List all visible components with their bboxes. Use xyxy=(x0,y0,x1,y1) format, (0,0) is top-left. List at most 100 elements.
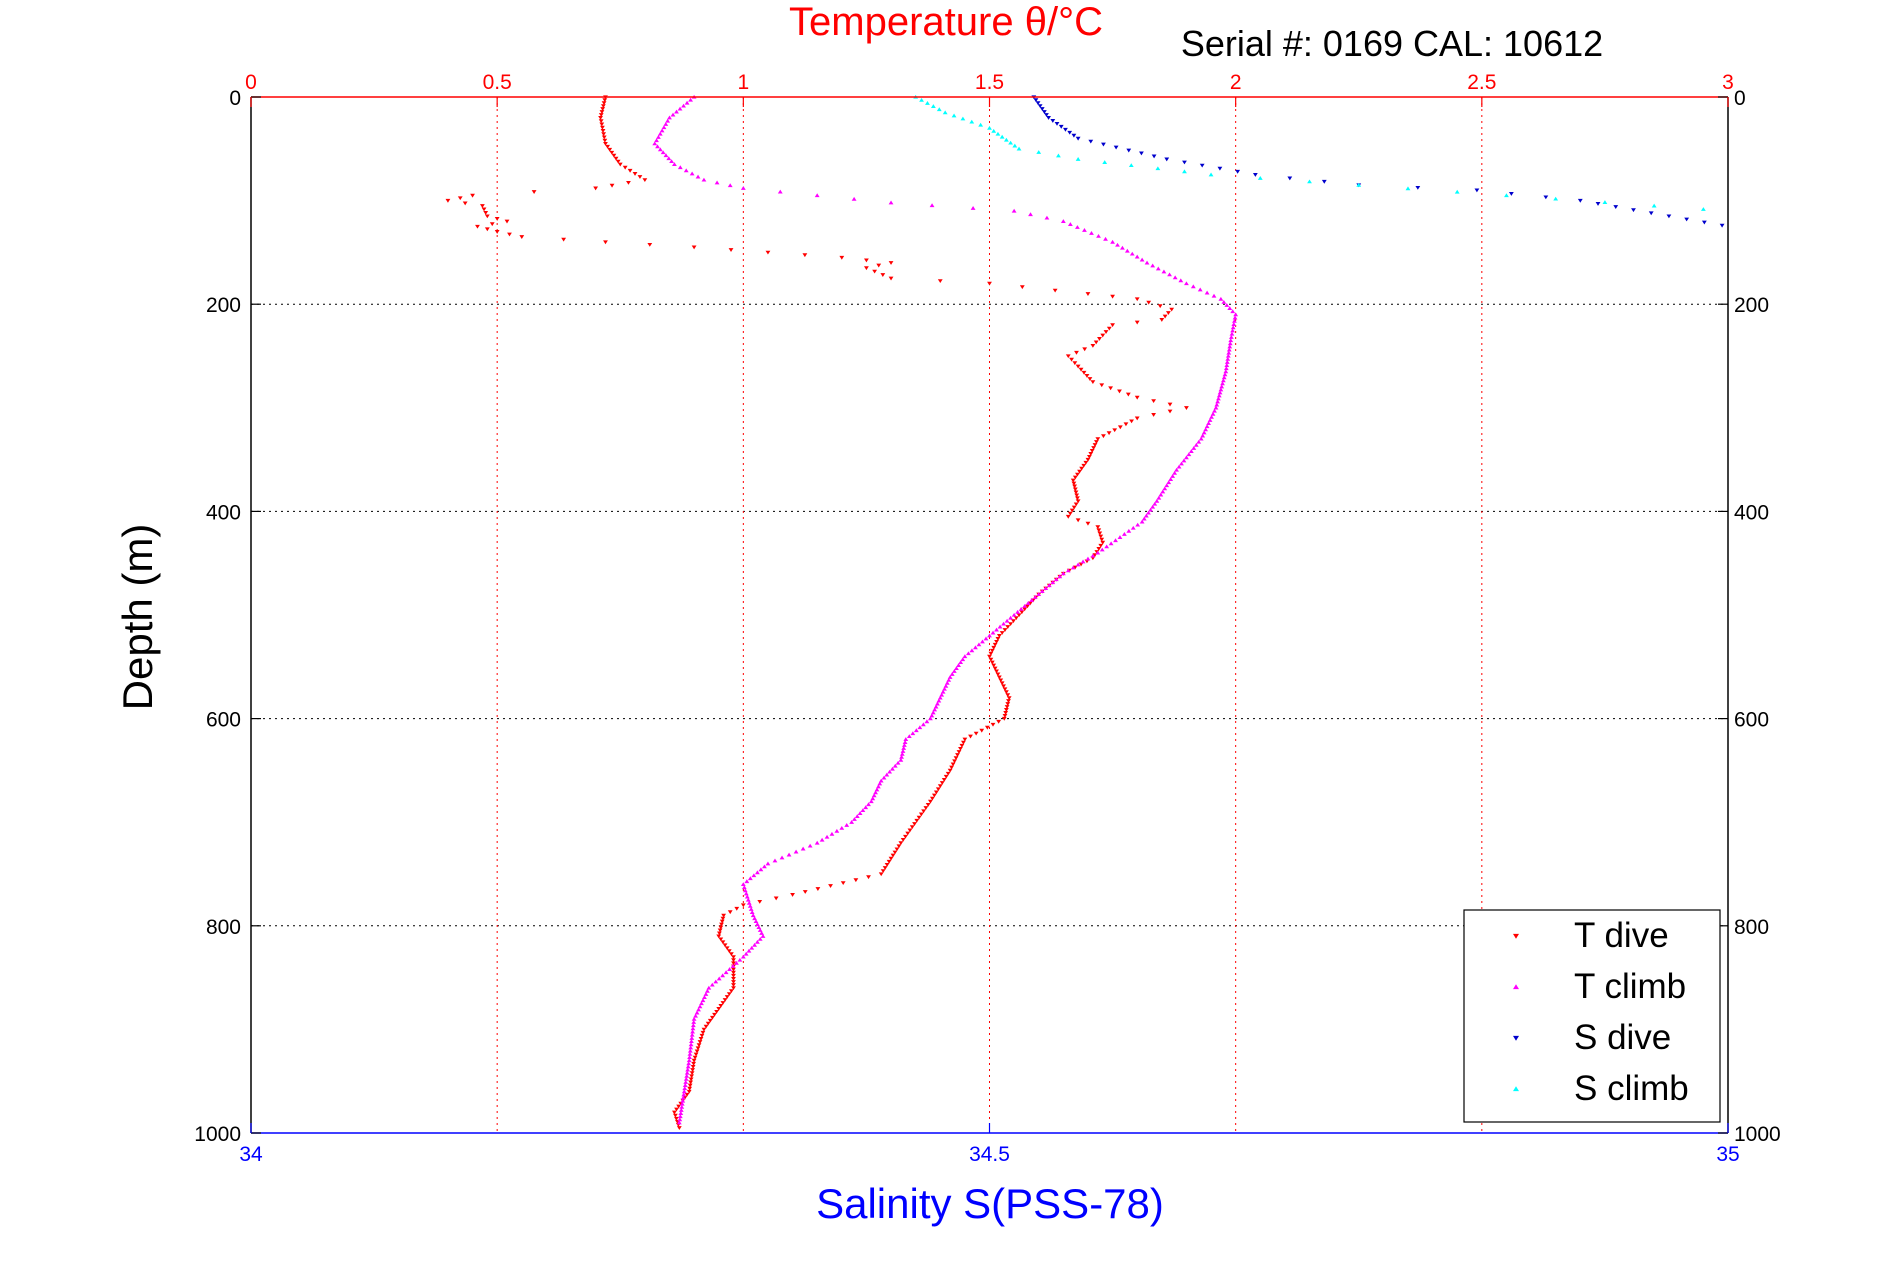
legend-label: T climb xyxy=(1574,967,1686,1006)
data-point xyxy=(1081,463,1087,468)
data-point xyxy=(690,1026,696,1031)
depth-tick-label-right: 800 xyxy=(1734,916,1769,939)
data-point xyxy=(699,1001,704,1006)
data-point xyxy=(672,1113,678,1118)
data-point xyxy=(1069,357,1074,362)
data-point xyxy=(872,269,878,274)
data-point xyxy=(857,811,863,815)
data-point xyxy=(1128,163,1134,168)
data-point xyxy=(677,165,683,170)
data-point xyxy=(1161,269,1167,274)
data-point xyxy=(1096,547,1102,551)
data-point xyxy=(1225,356,1231,361)
data-point xyxy=(1041,110,1047,114)
data-point xyxy=(1125,392,1131,397)
data-point xyxy=(1130,525,1136,530)
data-point xyxy=(943,683,949,688)
data-point xyxy=(690,1068,696,1072)
data-point xyxy=(896,844,902,849)
data-point xyxy=(744,879,750,884)
data-point xyxy=(1072,361,1078,366)
data-point xyxy=(1167,409,1173,414)
data-point xyxy=(1016,146,1022,151)
data-point xyxy=(1356,182,1362,187)
data-point xyxy=(626,180,631,185)
data-point xyxy=(1207,418,1213,422)
data-point xyxy=(686,1058,692,1063)
data-point xyxy=(1074,350,1079,355)
data-point xyxy=(654,138,659,143)
data-point xyxy=(1003,708,1009,712)
data-point xyxy=(731,967,736,972)
data-point xyxy=(873,790,878,795)
data-point xyxy=(752,942,757,947)
data-point xyxy=(1684,217,1690,222)
data-point xyxy=(876,263,882,268)
data-point xyxy=(731,970,736,975)
data-point xyxy=(470,193,475,198)
data-point xyxy=(688,1045,694,1050)
data-point xyxy=(679,1101,685,1106)
data-point xyxy=(882,866,888,870)
data-point xyxy=(1117,389,1122,394)
data-point xyxy=(1155,166,1161,171)
data-point xyxy=(951,113,957,118)
data-point xyxy=(1165,311,1171,315)
data-point xyxy=(991,128,997,133)
data-point xyxy=(1123,422,1129,427)
data-point xyxy=(1099,537,1105,542)
data-point xyxy=(1167,402,1173,407)
data-point xyxy=(887,769,893,774)
legend-marker xyxy=(1513,984,1519,990)
data-point xyxy=(1224,303,1230,307)
data-point xyxy=(707,1018,713,1023)
data-point xyxy=(475,224,480,229)
data-point xyxy=(666,156,672,161)
data-point xyxy=(1085,292,1091,296)
data-point xyxy=(933,704,939,709)
data-point xyxy=(720,916,726,921)
legend-marker xyxy=(1513,933,1519,939)
data-point xyxy=(1146,300,1152,305)
data-point xyxy=(1595,202,1601,206)
data-point xyxy=(1044,113,1049,117)
data-point xyxy=(1631,208,1636,213)
data-point xyxy=(1085,521,1091,526)
data-point xyxy=(723,970,729,975)
data-point xyxy=(690,1065,696,1069)
data-point xyxy=(1405,186,1411,191)
data-point xyxy=(839,825,845,830)
data-point xyxy=(615,159,621,164)
data-point xyxy=(987,654,992,659)
data-point xyxy=(1036,592,1042,596)
data-point xyxy=(663,122,669,126)
data-series xyxy=(445,94,1725,1130)
data-point xyxy=(607,147,613,152)
data-point xyxy=(1004,705,1010,709)
data-point xyxy=(839,255,845,260)
salinity-tick-label: 34 xyxy=(239,1143,263,1166)
data-point xyxy=(677,1114,683,1119)
data-point xyxy=(901,746,907,750)
data-point xyxy=(682,1083,688,1088)
data-point xyxy=(950,762,956,767)
legend-label: S dive xyxy=(1574,1018,1671,1057)
data-point xyxy=(990,630,996,635)
data-point xyxy=(1121,532,1127,536)
legend-marker xyxy=(1513,1035,1519,1041)
data-point xyxy=(1071,481,1077,486)
data-point xyxy=(1053,577,1059,582)
data-point xyxy=(690,1023,696,1028)
data-point xyxy=(877,781,883,786)
data-point xyxy=(740,186,746,190)
data-point xyxy=(747,876,753,881)
data-point xyxy=(919,97,924,102)
data-point xyxy=(999,134,1005,139)
data-point xyxy=(691,1061,697,1066)
data-point xyxy=(1184,406,1189,410)
data-point xyxy=(655,144,660,149)
data-point xyxy=(1120,245,1125,250)
data-point xyxy=(689,1071,695,1076)
data-point xyxy=(719,922,724,927)
data-point xyxy=(709,982,715,987)
